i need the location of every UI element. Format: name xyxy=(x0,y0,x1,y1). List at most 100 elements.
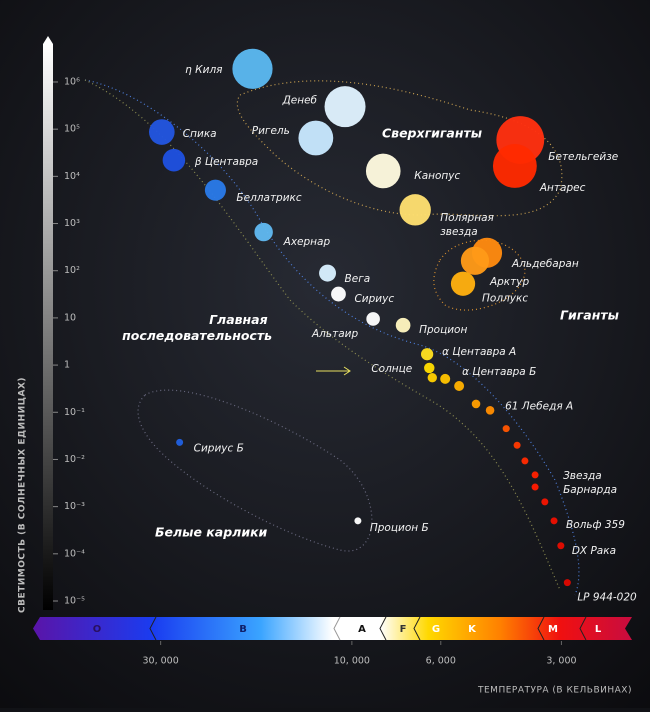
star xyxy=(521,457,529,465)
star xyxy=(319,264,337,282)
y-tick-label: 10⁶ xyxy=(64,76,80,87)
star-label: η Киля xyxy=(185,64,222,76)
spectral-band xyxy=(33,617,632,640)
star xyxy=(354,517,362,525)
star-label: Звезда Барнарда xyxy=(563,470,617,496)
star xyxy=(176,438,184,446)
spectral-separators xyxy=(149,616,587,641)
star xyxy=(531,471,539,479)
star xyxy=(471,399,481,409)
star-label: Спика xyxy=(183,128,217,140)
main-sequence-outline xyxy=(84,79,580,596)
star-label: α Центавра Б xyxy=(462,366,536,378)
y-tick-label: 10⁻⁴ xyxy=(64,548,85,559)
white-dwarf-outline xyxy=(137,389,373,552)
region-label: Белые карлики xyxy=(155,525,268,540)
y-tick-label: 10⁵ xyxy=(64,124,80,135)
spectral-class: M xyxy=(548,624,558,635)
star xyxy=(366,312,380,326)
star-label: Сириус Б xyxy=(194,442,244,454)
y-tick-label: 10 xyxy=(64,312,76,323)
star-label: Вега xyxy=(345,273,371,285)
luminosity-arrow xyxy=(43,36,53,44)
x-tick-label: 3, 000 xyxy=(546,656,576,667)
star xyxy=(450,271,476,296)
spectral-class: F xyxy=(400,624,407,635)
star xyxy=(365,153,401,189)
star-label: Беллатрикс xyxy=(236,192,301,204)
star-label: 61 Лебедя А xyxy=(505,400,573,412)
star xyxy=(232,48,273,89)
y-tick-label: 10³ xyxy=(64,218,80,229)
region-outlines xyxy=(84,79,580,596)
y-tick-label: 1 xyxy=(64,360,70,371)
star xyxy=(324,86,366,128)
star-label: Процион xyxy=(419,324,467,336)
star-label: DX Рака xyxy=(572,545,616,557)
star xyxy=(460,246,490,275)
star xyxy=(204,179,226,201)
star xyxy=(162,148,186,172)
spectral-class: L xyxy=(595,624,602,635)
spectral-class: A xyxy=(358,624,366,635)
region-label: Сверхгиганты xyxy=(382,126,482,141)
y-tick-label: 10⁻² xyxy=(64,454,85,465)
star-label: Альдебаран xyxy=(511,258,579,270)
x-tick-label: 30, 000 xyxy=(143,656,179,667)
star xyxy=(541,498,549,506)
spectral-class: G xyxy=(432,624,440,635)
y-tick-label: 10² xyxy=(64,265,80,276)
star xyxy=(298,120,334,156)
star-label: Ахернар xyxy=(283,236,331,248)
star-label: Полярная звезда xyxy=(440,212,497,238)
star xyxy=(424,362,435,374)
star-label: Бетельгейзе xyxy=(548,151,618,163)
star-label: Вольф 359 xyxy=(566,519,625,531)
spectral-class: K xyxy=(468,624,477,635)
star xyxy=(485,406,495,415)
star-label: Процион Б xyxy=(370,522,429,534)
x-tick-label: 10, 000 xyxy=(334,656,370,667)
star-label: Поллукс xyxy=(482,293,528,305)
region-label: Гиганты xyxy=(560,308,619,323)
y-tick-label: 10⁻³ xyxy=(64,501,85,512)
y-tick-label: 10⁻⁵ xyxy=(64,596,85,607)
star-label: Альтаир xyxy=(311,328,358,340)
main-sequence-outline xyxy=(84,79,561,591)
star-label: Арктур xyxy=(489,276,530,288)
spectral-class: B xyxy=(239,624,247,635)
spectral-class: O xyxy=(93,624,102,635)
star-label: α Центавра А xyxy=(442,346,516,358)
star xyxy=(550,517,558,525)
star xyxy=(563,579,571,587)
star-label: β Центавра xyxy=(194,156,258,168)
star xyxy=(427,373,437,383)
y-axis-label: СВЕТИМОСТЬ (В СОЛНЕЧНЫХ ЕДИНИЦАХ) xyxy=(18,377,28,613)
star-label: Канопус xyxy=(414,170,460,182)
y-tick-label: 10⁴ xyxy=(64,171,80,182)
y-tick-label: 10⁻¹ xyxy=(64,407,85,418)
luminosity-bar xyxy=(43,44,53,610)
star xyxy=(454,381,465,391)
star xyxy=(440,373,451,384)
star xyxy=(557,542,565,550)
star-label: Сириус xyxy=(354,293,394,305)
star xyxy=(531,483,539,491)
star-label: LP 944-020 xyxy=(577,592,637,604)
star-label: Антарес xyxy=(539,182,586,194)
star xyxy=(502,425,510,433)
star xyxy=(421,348,434,361)
star xyxy=(395,317,411,333)
star-label: Денеб xyxy=(282,95,318,107)
star xyxy=(148,119,175,145)
x-tick-label: 6, 000 xyxy=(426,656,456,667)
region-label: Главная последовательность xyxy=(122,312,272,343)
star xyxy=(492,144,537,188)
x-axis-label: ТЕМПЕРАТУРА (В КЕЛЬВИНАХ) xyxy=(477,686,632,696)
star xyxy=(513,441,521,449)
star xyxy=(254,222,273,242)
star-label: Ригель xyxy=(252,125,290,137)
sun-arrow xyxy=(316,366,351,376)
